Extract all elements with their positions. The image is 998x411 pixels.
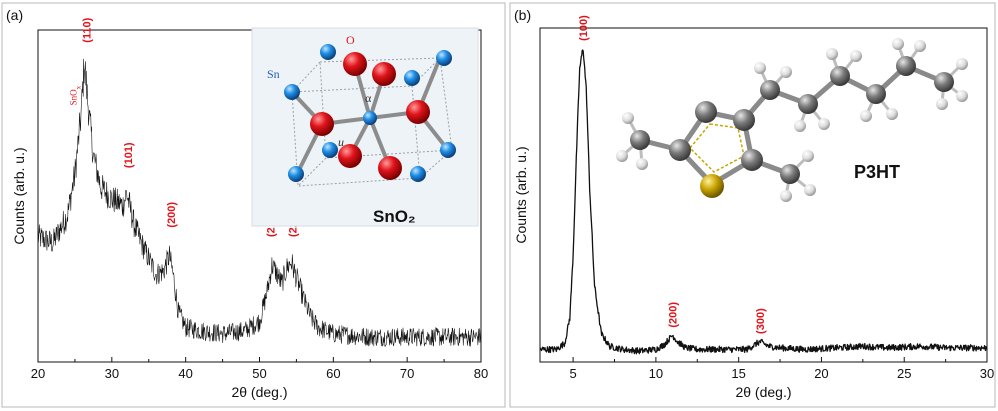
sno2-structure-inset: O Sn α u SnO₂ xyxy=(251,27,479,227)
sulfur-atom xyxy=(700,174,724,198)
peak-index-label: (101) xyxy=(123,142,135,168)
x-tick-label: 80 xyxy=(474,366,488,381)
x-tick-label: 5 xyxy=(569,366,576,381)
x-tick-label: 50 xyxy=(252,366,266,381)
series-line-0 xyxy=(37,58,482,347)
panel-a-border xyxy=(1,2,506,408)
phase-label-snox: SnOx xyxy=(68,85,82,105)
peak-index-label: (100) xyxy=(578,15,590,41)
panel-b-border xyxy=(509,2,996,408)
x-tick-label: 15 xyxy=(731,366,745,381)
phase-label-subscript: x xyxy=(74,85,82,89)
hydrogen-atoms xyxy=(616,38,968,202)
x-tick-label: 30 xyxy=(105,366,119,381)
y-axis-label: Counts (arb. u.) xyxy=(513,146,529,243)
x-tick-label: 25 xyxy=(897,366,911,381)
u-label: u xyxy=(338,135,344,149)
x-tick-label: 70 xyxy=(400,366,414,381)
panel-b: (b) 5 10 15 20 25 30 2θ (deg.) Counts (arb. u.)… xyxy=(509,2,996,408)
oxygen-atoms xyxy=(310,52,430,180)
peak-index-label: (200) xyxy=(667,302,679,328)
inset-title-sno2: SnO₂ xyxy=(373,207,416,226)
x-tick-label: 10 xyxy=(649,366,663,381)
peak-index-label: (300) xyxy=(755,308,767,334)
x-tick-label: 40 xyxy=(178,366,192,381)
panel-a: (a) 20 30 40 50 60 70 80 2θ (deg.) Counts (arb. … xyxy=(1,2,506,408)
p3ht-molecule-inset: P3HT xyxy=(616,38,968,202)
series-line-0 xyxy=(539,49,988,355)
aromatic-ring xyxy=(688,123,745,173)
tin-atoms xyxy=(284,44,456,182)
x-tick-label: 60 xyxy=(326,366,340,381)
x-axis-label: 2θ (deg.) xyxy=(231,384,287,400)
plot-frame xyxy=(539,27,988,363)
oxygen-label: O xyxy=(346,33,355,47)
carbon-atoms xyxy=(630,56,954,184)
alpha-label: α xyxy=(365,91,372,105)
panel-a-label: (a) xyxy=(6,7,23,23)
x-tick-label: 20 xyxy=(31,366,45,381)
tin-label: Sn xyxy=(267,67,280,81)
peak-index-label: (200) xyxy=(166,202,178,228)
y-axis-label: Counts (arb. u.) xyxy=(11,147,27,244)
inset-title-p3ht: P3HT xyxy=(854,162,900,182)
x-axis-label: 2θ (deg.) xyxy=(735,384,791,400)
peak-index-label: (110) xyxy=(82,17,94,42)
x-tick-label: 30 xyxy=(980,366,994,381)
phase-label-text: SnO xyxy=(68,89,78,106)
panel-b-label: (b) xyxy=(514,7,531,23)
x-tick-label: 20 xyxy=(814,366,828,381)
